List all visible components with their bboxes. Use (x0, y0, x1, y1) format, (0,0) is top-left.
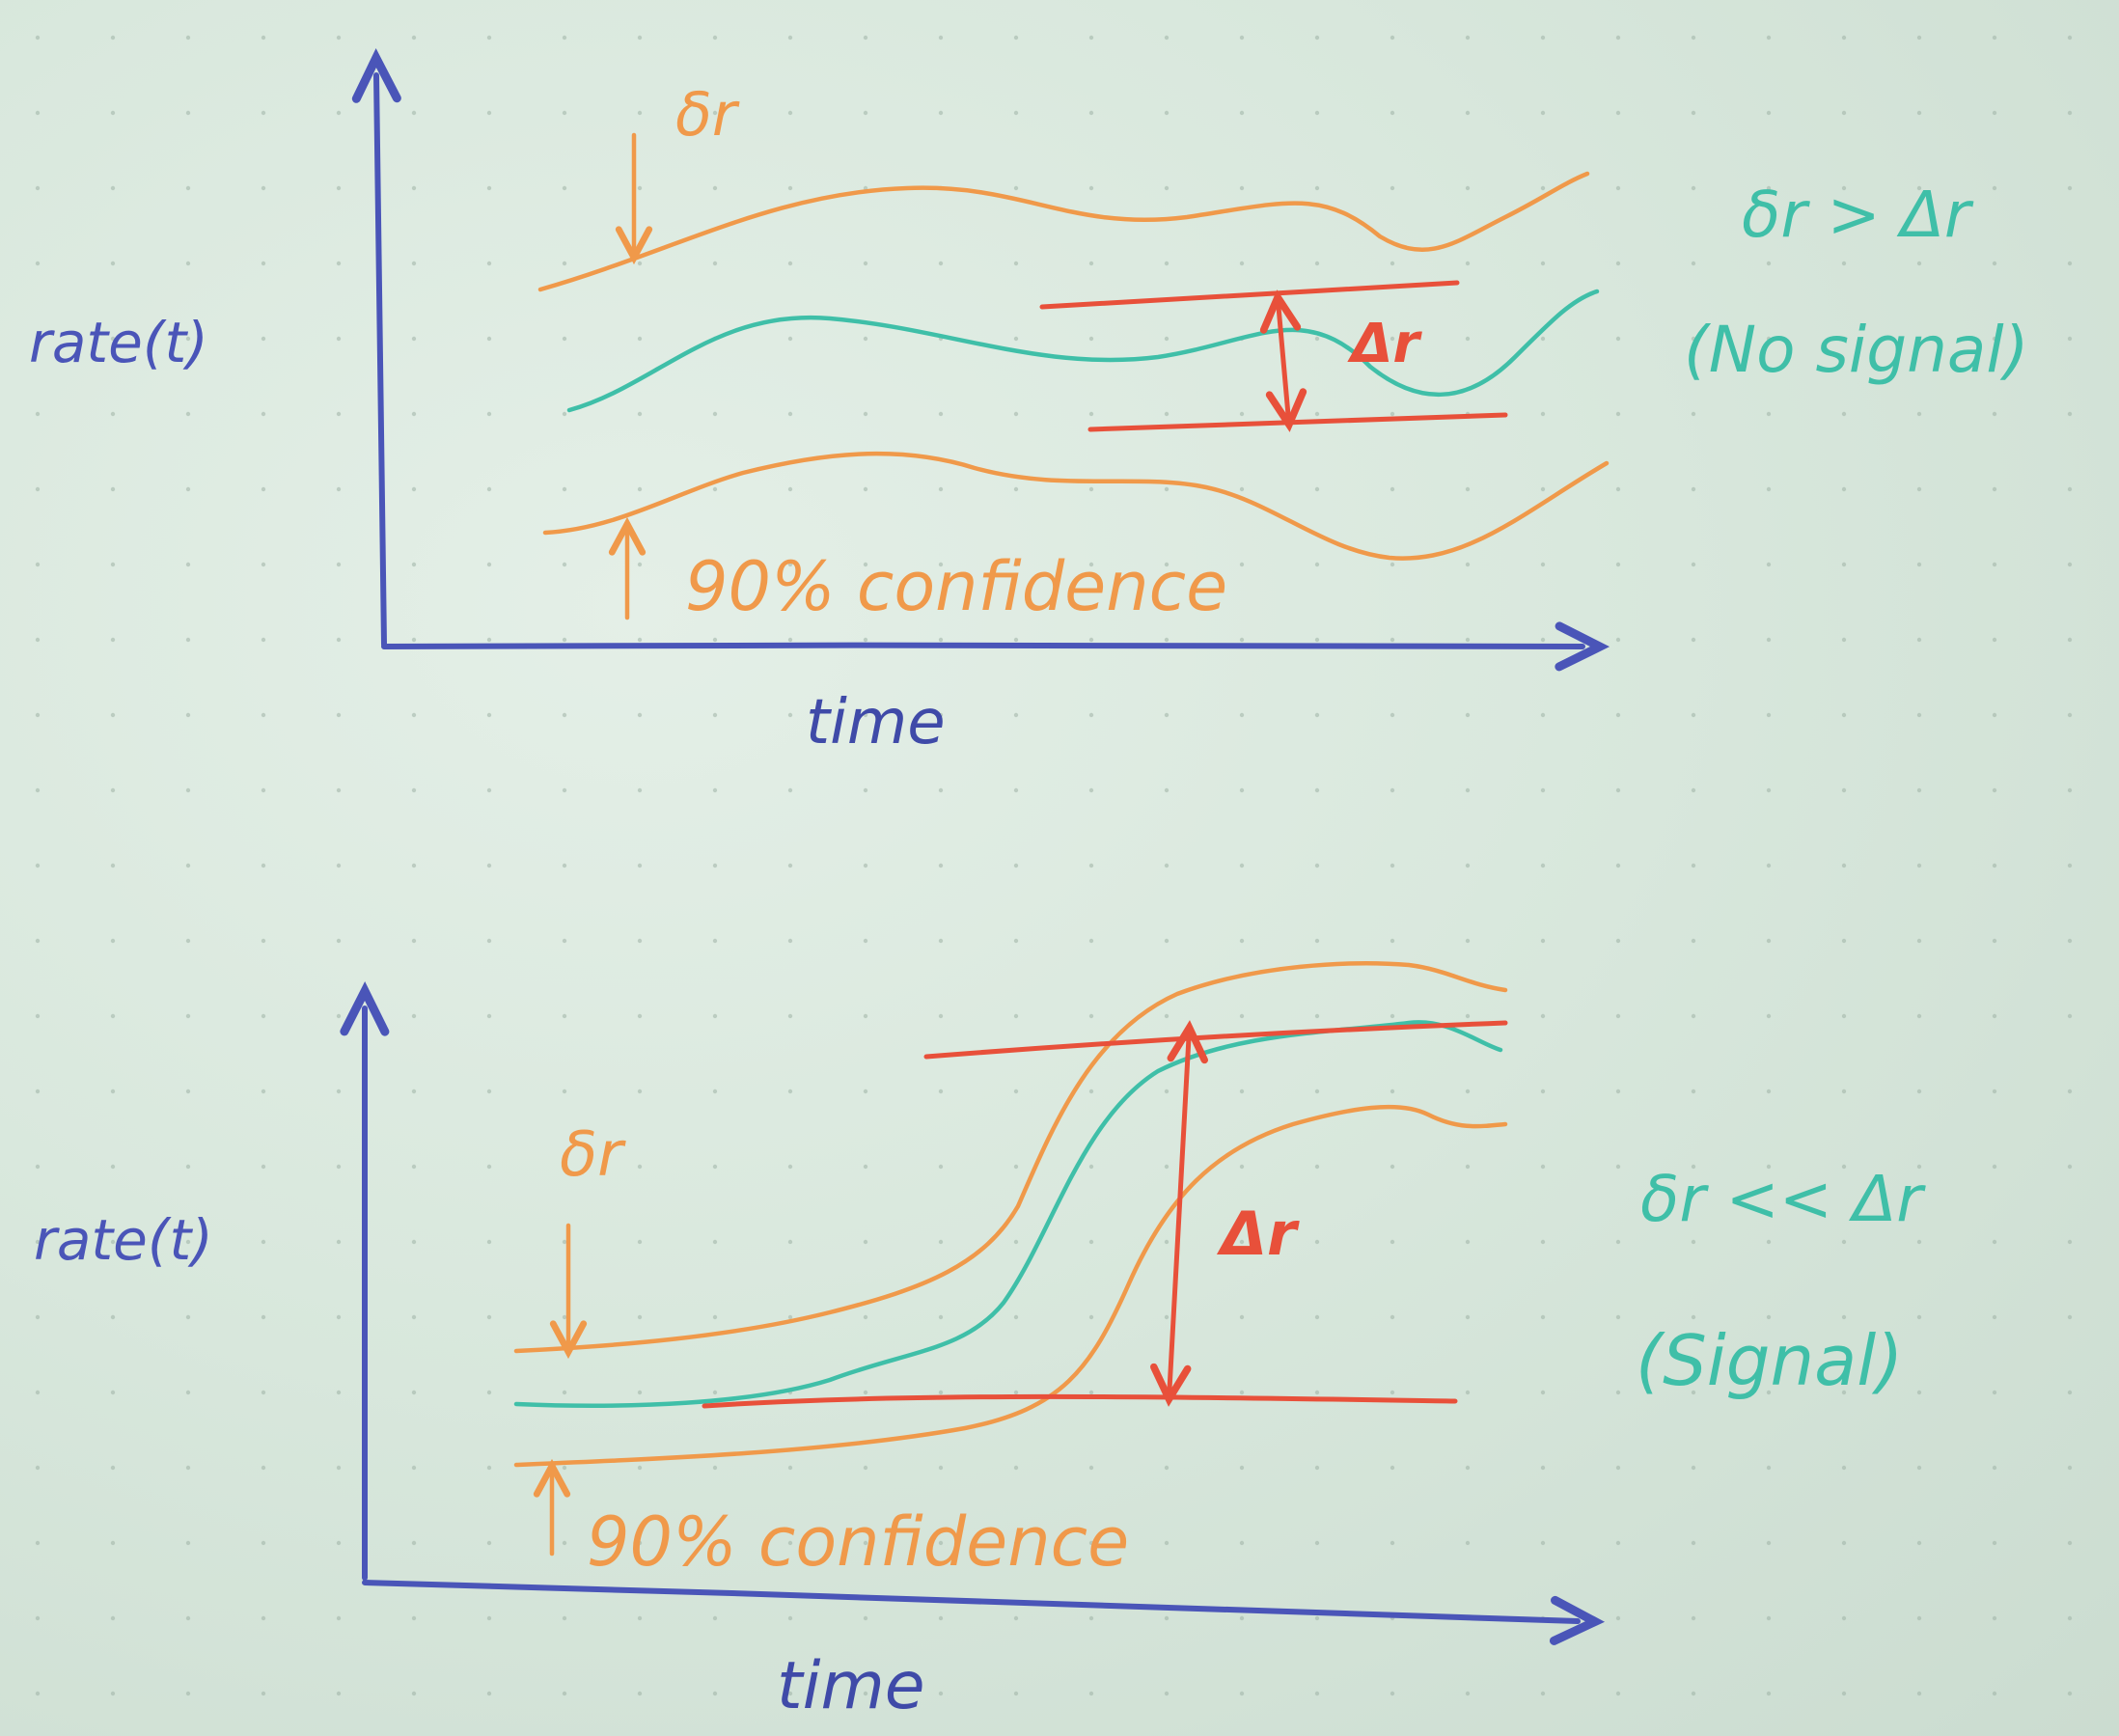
bottom-y-axis (340, 980, 390, 1581)
top-y-axis (351, 47, 401, 648)
bottom-y-axis-label: rate(t) (34, 1207, 213, 1273)
bottom-red-lower-line (702, 1393, 1458, 1409)
bottom-upper-confidence-curve (513, 961, 1508, 1354)
top-delta-small-label: δr (675, 79, 740, 150)
bottom-delta-big-label: Δr (1216, 1199, 1300, 1269)
bottom-panel: rate(t) time δr Δr 90% confidence δr << … (34, 961, 1926, 1724)
bottom-delta-big-arrow (1150, 1020, 1208, 1407)
bottom-x-axis-label: time (777, 1648, 925, 1724)
bottom-delta-small-label: δr (560, 1119, 626, 1191)
top-delta-big-label: Δr (1347, 313, 1422, 375)
bottom-red-upper-line (923, 1020, 1508, 1060)
top-lower-confidence-curve (542, 451, 1610, 561)
top-x-axis-label: time (806, 687, 946, 758)
top-panel: rate(t) time δr Δr 90% confidence δr > Δ… (29, 47, 2028, 758)
top-delta-big-arrow (1259, 289, 1307, 432)
bottom-condition-label: δr << Δr (1640, 1162, 1926, 1236)
top-condition-label: δr > Δr (1742, 178, 1974, 252)
top-confidence-label: 90% confidence (685, 547, 1227, 626)
bottom-x-axis (362, 1580, 1606, 1645)
top-verdict-label: (No signal) (1684, 313, 2028, 387)
top-rate-curve (566, 289, 1600, 413)
bottom-verdict-label: (Signal) (1636, 1320, 1903, 1401)
top-red-upper-line (1039, 280, 1460, 310)
bottom-confidence-label: 90% confidence (587, 1502, 1129, 1582)
bottom-rate-curve (513, 1020, 1503, 1408)
top-y-axis-label: rate(t) (29, 310, 208, 375)
bottom-lower-confidence-curve (513, 1104, 1508, 1468)
top-x-axis (381, 621, 1610, 672)
top-upper-confidence-curve (537, 171, 1590, 292)
